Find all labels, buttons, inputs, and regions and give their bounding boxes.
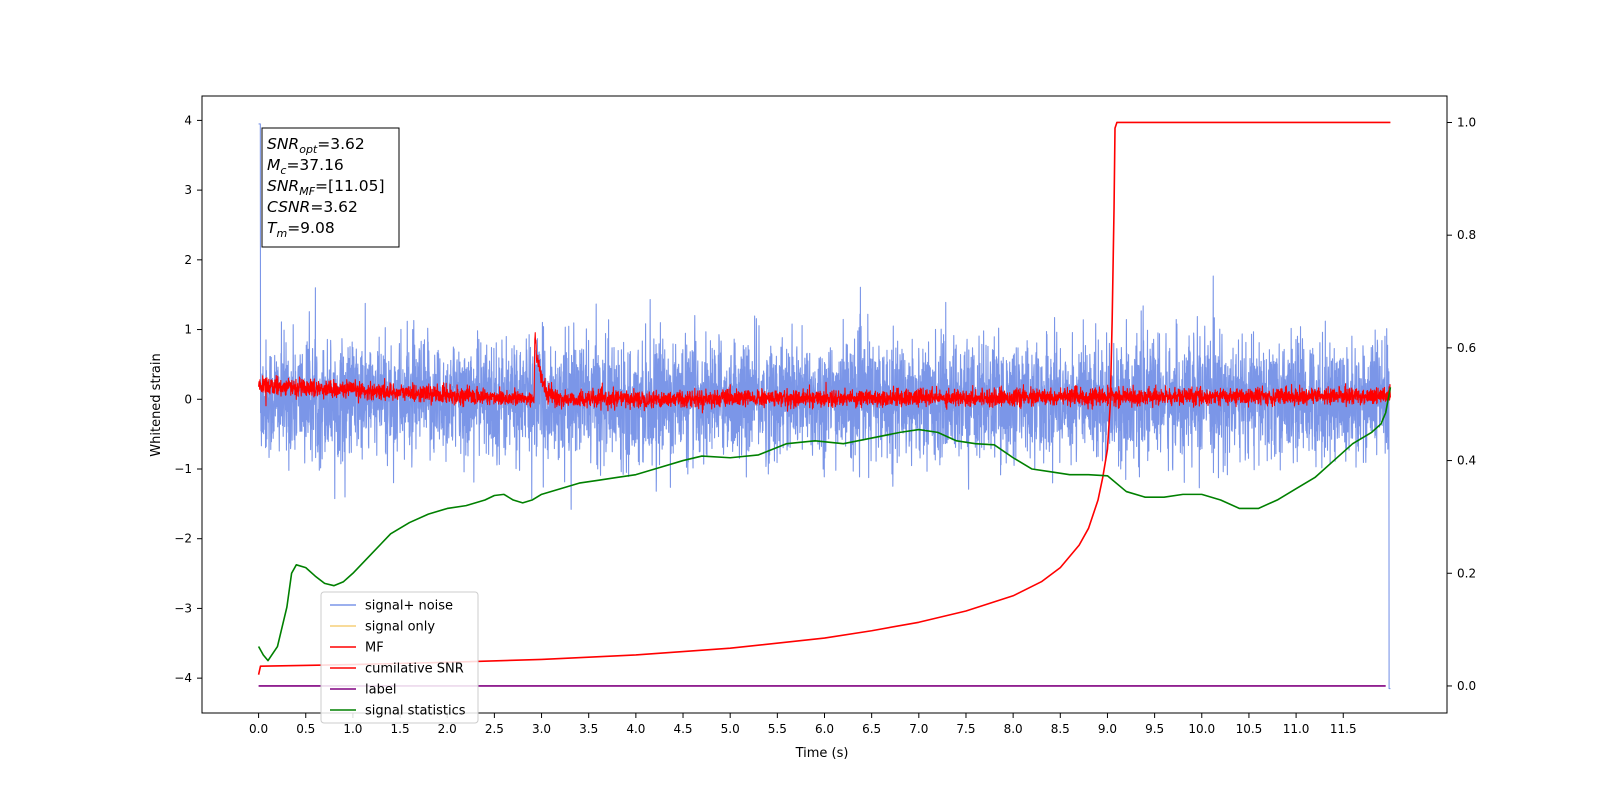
annotation-symbol: M xyxy=(267,156,280,174)
legend-frame xyxy=(320,591,479,724)
y-axis-label: Whitened strain xyxy=(149,353,164,456)
series-signal_statistics xyxy=(257,387,1392,662)
y-left-tick-label: 3 xyxy=(184,183,192,197)
y-left-tick-label: −3 xyxy=(174,601,192,615)
x-tick-label: 2.0 xyxy=(438,722,457,736)
x-tick-label: 5.0 xyxy=(721,722,740,736)
y-right-tick-label: 0.6 xyxy=(1457,341,1476,355)
legend-label: cumilative SNR xyxy=(365,662,464,677)
annotation-symbol: SNR xyxy=(267,135,299,153)
annotation-line: Tm=9.08 xyxy=(267,219,335,240)
legend-label: label xyxy=(365,683,396,698)
y-right-tick-label: 0.0 xyxy=(1457,679,1476,693)
x-tick-label: 7.0 xyxy=(909,722,928,736)
x-tick-label: 6.0 xyxy=(815,722,834,736)
x-tick-label: 11.5 xyxy=(1330,722,1357,736)
y-axis-left: 4 3 2 1 0 −1 −2 −3 −4 xyxy=(174,113,202,685)
x-tick-label: 3.5 xyxy=(579,722,598,736)
annotation-line: Mc=37.16 xyxy=(267,156,344,177)
annotation-symbol: CSNR xyxy=(267,198,310,216)
y-left-tick-label: 0 xyxy=(184,392,192,406)
x-tick-label: 0.0 xyxy=(249,722,268,736)
annotation-line: SNRopt=3.62 xyxy=(267,135,365,156)
annotation-value: =3.62 xyxy=(310,198,358,216)
y-left-tick-label: −4 xyxy=(174,671,192,685)
annotation-value: =9.08 xyxy=(287,219,335,237)
series-cumulative_snr xyxy=(257,121,1391,675)
x-tick-label: 3.0 xyxy=(532,722,551,736)
annotation-subscript: MF xyxy=(299,185,315,198)
x-axis-label: Time (s) xyxy=(795,746,849,761)
annotation-subscript: opt xyxy=(299,143,318,156)
y-right-tick-label: 1.0 xyxy=(1457,115,1476,129)
x-tick-label: 7.5 xyxy=(956,722,975,736)
annotation-symbol: T xyxy=(267,219,278,237)
legend-label: signal statistics xyxy=(365,704,466,719)
x-axis: 0.0 0.5 1.0 1.5 2.0 2.5 3.0 3.5 4.0 4.5 5.0 5.5 6.0 6… xyxy=(249,713,1357,736)
series-mf xyxy=(258,332,1391,414)
x-tick-label: 4.0 xyxy=(626,722,645,736)
y-right-tick-label: 0.4 xyxy=(1457,454,1476,468)
annotation-frame xyxy=(261,127,400,248)
x-tick-label: 2.5 xyxy=(485,722,504,736)
x-tick-label: 9.0 xyxy=(1098,722,1117,736)
x-tick-label: 10.0 xyxy=(1188,722,1215,736)
y-left-tick-label: −2 xyxy=(174,532,192,546)
x-tick-label: 0.5 xyxy=(296,722,315,736)
annotation-value: =3.62 xyxy=(317,135,365,153)
y-left-tick-label: 4 xyxy=(184,113,192,127)
x-tick-label: 6.5 xyxy=(862,722,881,736)
legend: signal+ noise signal only MF cumilative SNR… xyxy=(320,591,479,724)
annotation-line: CSNR=3.62 xyxy=(267,198,358,216)
x-tick-label: 1.5 xyxy=(391,722,410,736)
x-tick-label: 10.5 xyxy=(1236,722,1263,736)
legend-label: MF xyxy=(365,641,384,656)
series-signal_noise xyxy=(258,123,1391,690)
annotation-value: =[11.05] xyxy=(315,177,384,195)
annotation-value: =37.16 xyxy=(286,156,343,174)
x-tick-label: 11.0 xyxy=(1283,722,1310,736)
x-tick-label: 8.0 xyxy=(1004,722,1023,736)
legend-label: signal+ noise xyxy=(365,599,453,614)
annotation-box: SNRopt=3.62Mc=37.16SNRMF=[11.05]CSNR=3.6… xyxy=(261,127,400,248)
annotation-line: SNRMF=[11.05] xyxy=(267,177,385,198)
annotation-subscript: c xyxy=(280,164,286,177)
annotation-symbol: SNR xyxy=(267,177,299,195)
x-tick-label: 5.5 xyxy=(768,722,787,736)
y-left-tick-label: 1 xyxy=(184,323,192,337)
legend-label: signal only xyxy=(365,620,435,635)
y-left-tick-label: −1 xyxy=(174,462,192,476)
y-right-tick-label: 0.8 xyxy=(1457,228,1476,242)
x-tick-label: 1.0 xyxy=(343,722,362,736)
annotation-subscript: m xyxy=(276,227,287,240)
x-tick-label: 4.5 xyxy=(673,722,692,736)
x-tick-label: 9.5 xyxy=(1145,722,1164,736)
y-left-tick-label: 2 xyxy=(184,253,192,267)
y-right-tick-label: 0.2 xyxy=(1457,566,1476,580)
y-axis-right: 1.0 0.8 0.6 0.4 0.2 0.0 xyxy=(1447,115,1476,693)
x-tick-label: 8.5 xyxy=(1051,722,1070,736)
